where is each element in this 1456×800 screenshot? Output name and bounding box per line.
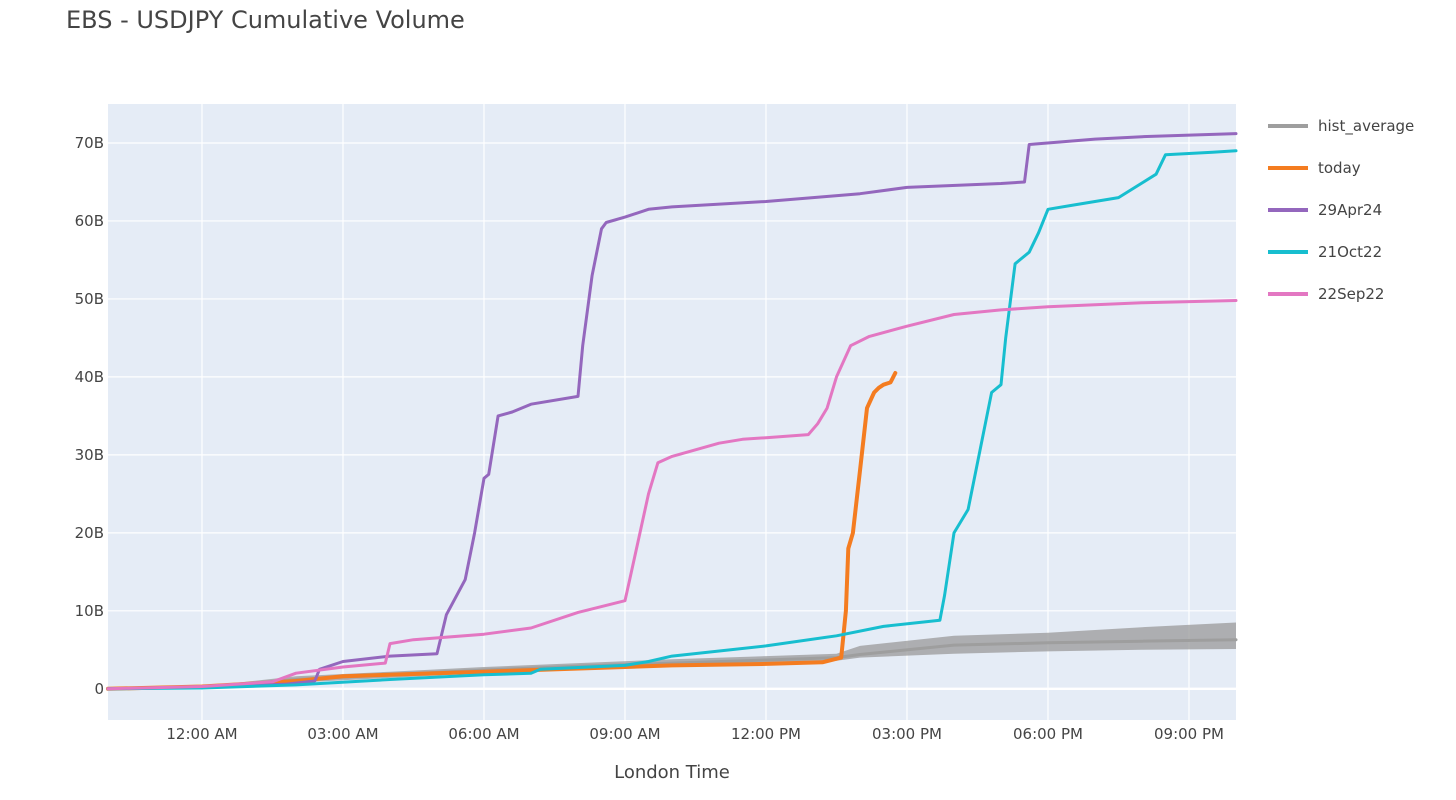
y-axis-ticks: 0 10B 20B 30B 40B 50B 60B 70B — [75, 134, 104, 698]
legend-label: 21Oct22 — [1318, 243, 1382, 261]
legend-label: hist_average — [1318, 117, 1414, 136]
plot-background — [108, 104, 1236, 720]
x-tick-label: 06:00 AM — [448, 725, 519, 743]
legend-label: today — [1318, 159, 1361, 177]
y-tick-label: 40B — [75, 368, 104, 386]
grid-layer — [108, 104, 1236, 720]
legend-item-22sep22[interactable]: 22Sep22 — [1268, 285, 1384, 303]
x-tick-label: 03:00 PM — [872, 725, 942, 743]
hist-range-band — [108, 622, 1236, 689]
x-tick-label: 09:00 PM — [1154, 725, 1224, 743]
legend-label: 29Apr24 — [1318, 201, 1382, 219]
legend-item-today[interactable]: today — [1268, 159, 1361, 177]
legend-item-21oct22[interactable]: 21Oct22 — [1268, 243, 1382, 261]
x-tick-label: 06:00 PM — [1013, 725, 1083, 743]
series-line-29apr24 — [106, 132, 1238, 691]
y-tick-label: 70B — [75, 134, 104, 152]
x-tick-label: 12:00 AM — [166, 725, 237, 743]
y-tick-label: 60B — [75, 212, 104, 230]
series-layer — [106, 132, 1238, 691]
y-tick-label: 10B — [75, 602, 104, 620]
series-line-22sep22 — [106, 299, 1238, 691]
y-tick-label: 20B — [75, 524, 104, 542]
x-tick-label: 09:00 AM — [589, 725, 660, 743]
series-line-21oct22 — [106, 149, 1238, 691]
band-layer — [108, 622, 1236, 689]
legend-item-hist_average[interactable]: hist_average — [1268, 117, 1414, 136]
legend-item-29apr24[interactable]: 29Apr24 — [1268, 201, 1382, 219]
x-tick-label: 03:00 AM — [307, 725, 378, 743]
y-tick-label: 50B — [75, 290, 104, 308]
chart-title: EBS - USDJPY Cumulative Volume — [66, 6, 465, 34]
y-tick-label: 0 — [94, 680, 104, 698]
x-tick-label: 12:00 PM — [731, 725, 801, 743]
legend-label: 22Sep22 — [1318, 285, 1384, 303]
y-tick-label: 30B — [75, 446, 104, 464]
x-axis-ticks: 12:00 AM 03:00 AM 06:00 AM 09:00 AM 12:00 PM… — [166, 725, 1224, 743]
x-axis-title: London Time — [614, 762, 730, 783]
